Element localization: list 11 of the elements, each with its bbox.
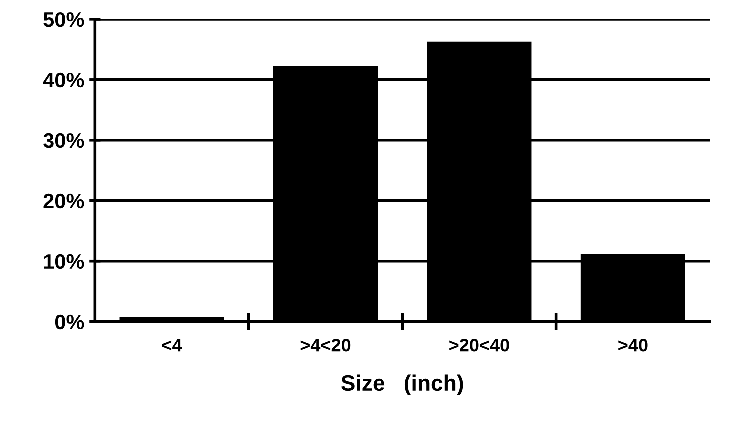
y-tick-label: 20% (44, 194, 84, 209)
y-tick-label: 30% (44, 133, 84, 148)
x-tick-label: >40 (618, 338, 648, 352)
x-tick-label: >20<40 (450, 338, 510, 352)
y-tick-label: 0% (55, 314, 84, 330)
y-tick-label: 40% (43, 72, 84, 88)
x-tick-label: <4 (162, 339, 182, 352)
x-tick-label: >4<20 (300, 338, 351, 352)
x-axis-title: Size (inch) (342, 374, 464, 396)
y-tick-label: 10% (44, 254, 84, 270)
y-tick-label: 50% (44, 12, 84, 28)
